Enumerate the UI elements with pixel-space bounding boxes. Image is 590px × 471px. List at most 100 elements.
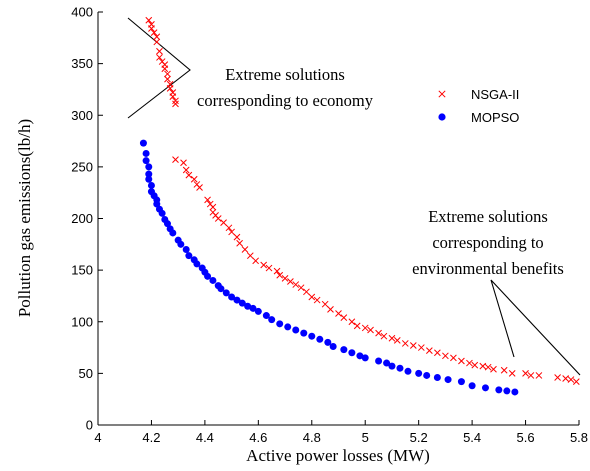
nsga-ii-point — [393, 336, 401, 344]
nsga-ii-point — [388, 334, 396, 342]
nsga-ii-point — [313, 296, 321, 304]
mopso-point — [404, 367, 412, 375]
mopso-point — [481, 384, 489, 392]
mopso-point — [457, 378, 465, 386]
environment-pointer-line — [490, 279, 581, 376]
mopso-point — [177, 240, 185, 248]
mopso-point — [238, 299, 246, 307]
economy-annotation-line-1: Extreme solutions — [225, 65, 345, 84]
nsga-ii-point — [479, 362, 487, 370]
x-tick-label: 4.2 — [142, 430, 160, 445]
nsga-ii-point — [156, 54, 163, 61]
mopso-point — [222, 289, 230, 297]
mopso-point — [396, 364, 404, 372]
mopso-point — [204, 272, 212, 280]
mopso-point — [329, 343, 337, 351]
mopso-point — [375, 357, 383, 365]
x-tick-label: 4 — [94, 430, 101, 445]
nsga-ii-point — [156, 47, 163, 55]
nsga-ii-point — [161, 65, 169, 73]
mopso-point — [348, 349, 356, 357]
nsga-ii-point — [375, 329, 382, 337]
nsga-ii-point — [303, 288, 310, 296]
mopso-point — [444, 376, 452, 384]
nsga-ii-point — [466, 359, 473, 367]
mopso-point — [262, 312, 270, 320]
nsga-ii-point — [367, 326, 374, 334]
nsga-ii-point — [409, 342, 417, 349]
nsga-ii-point — [185, 171, 193, 179]
nsga-ii-point — [327, 306, 334, 313]
nsga-ii-point — [214, 215, 222, 222]
x-tick-label: 5 — [362, 430, 369, 445]
mopso-point — [495, 386, 503, 394]
nsga-ii-point — [166, 85, 174, 92]
nsga-ii-point — [527, 372, 535, 379]
nsga-ii-point — [348, 318, 356, 326]
x-tick-label: 4.6 — [249, 430, 267, 445]
nsga-ii-point — [260, 261, 268, 269]
nsga-ii-point — [172, 97, 179, 105]
mopso-point — [361, 354, 369, 362]
series-nsga-ii — [145, 16, 580, 385]
mopso-point — [139, 139, 147, 147]
x-tick-group: 4 4.2 4.4 4.6 4.8 5 5.2 5.4 5.6 5.8 — [94, 420, 588, 445]
mopso-point — [503, 387, 511, 395]
nsga-ii-point — [562, 375, 569, 382]
mopso-point — [217, 285, 225, 293]
x-axis-title: Active power losses (MW) — [246, 446, 430, 465]
legend: NSGA-II MOPSO — [438, 87, 519, 125]
mopso-point — [268, 316, 276, 324]
nsga-ii-point — [458, 357, 465, 365]
nsga-ii-point — [236, 239, 243, 247]
mopso-point — [300, 329, 308, 337]
legend-mopso-label: MOPSO — [471, 110, 519, 125]
nsga-ii-point — [450, 354, 457, 362]
mopso-point — [158, 209, 166, 217]
nsga-ii-point — [196, 184, 203, 191]
economy-pointer-line — [127, 17, 191, 119]
nsga-ii-point — [150, 29, 158, 37]
mopso-point — [308, 332, 316, 340]
x-tick-label: 5.4 — [463, 430, 481, 445]
nsga-ii-point — [500, 366, 508, 374]
y-tick-label: 100 — [71, 314, 93, 329]
legend-nsga-label: NSGA-II — [471, 87, 519, 102]
mopso-point — [388, 362, 396, 370]
nsga-ii-point — [246, 252, 254, 260]
nsga-ii-point — [182, 166, 190, 174]
mopso-point — [244, 302, 252, 310]
nsga-ii-point — [180, 159, 187, 167]
mopso-point — [142, 157, 150, 165]
x-tick-label: 5.6 — [517, 430, 535, 445]
nsga-ii-point — [417, 344, 425, 351]
y-tick-label: 50 — [79, 366, 93, 381]
nsga-ii-point — [153, 38, 161, 46]
nsga-ii-point — [172, 100, 179, 108]
mopso-point — [356, 352, 364, 360]
nsga-ii-point — [148, 25, 155, 32]
mopso-point — [433, 374, 441, 382]
mopso-point — [249, 304, 257, 312]
x-tick-label: 4.8 — [303, 430, 321, 445]
environment-annotation-line-2: corresponding to — [432, 233, 543, 252]
nsga-ii-point — [335, 310, 342, 317]
nsga-ii-point — [442, 352, 449, 360]
nsga-ii-point — [572, 378, 580, 385]
nsga-ii-point — [292, 281, 300, 288]
mopso-point — [228, 293, 236, 301]
mopso-point — [163, 220, 171, 228]
nsga-ii-point — [169, 93, 177, 101]
nsga-ii-point — [508, 370, 516, 377]
series-mopso — [139, 139, 519, 396]
y-tick-label: 150 — [71, 263, 93, 278]
economy-annotation-line-2: corresponding to economy — [197, 91, 374, 110]
mopso-point — [233, 296, 241, 304]
nsga-ii-point — [273, 267, 281, 275]
nsga-ii-point — [554, 374, 561, 381]
mopso-point — [276, 320, 284, 328]
nsga-ii-point — [228, 228, 235, 236]
nsga-ii-point — [340, 314, 348, 321]
nsga-ii-point — [434, 349, 441, 357]
